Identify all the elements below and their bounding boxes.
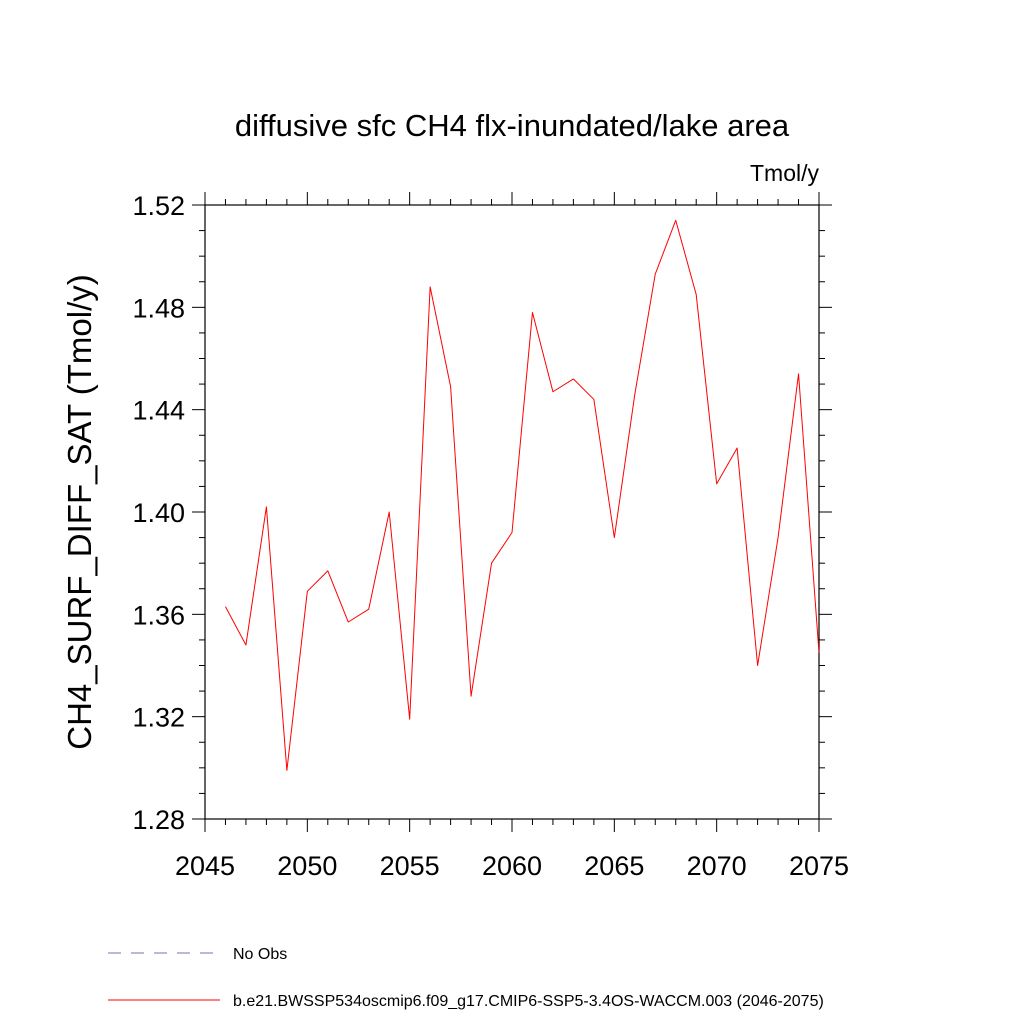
y-tick-label: 1.40	[132, 498, 185, 528]
axis-ticks	[192, 192, 832, 832]
y-tick-label: 1.36	[132, 600, 185, 630]
plot-frame	[204, 204, 820, 820]
y-axis-label: CH4_SURF_DIFF_SAT (Tmol/y)	[61, 274, 98, 750]
axis-tick-labels: 2045 2050 2055 2060 2065 2070 2075 1.28 1.32 1.36…	[132, 191, 849, 881]
x-tick-label: 2065	[584, 851, 644, 881]
y-tick-label: 1.32	[132, 703, 185, 733]
y-tick-label: 1.48	[132, 293, 185, 323]
y-tick-label: 1.44	[132, 396, 185, 426]
x-tick-label: 2070	[687, 851, 747, 881]
x-tick-label: 2055	[380, 851, 440, 881]
y-tick-label: 1.28	[132, 805, 185, 835]
x-tick-label: 2075	[789, 851, 849, 881]
legend-label-no-obs: No Obs	[233, 946, 287, 963]
y-tick-label: 1.52	[132, 191, 185, 221]
units-label: Tmol/y	[750, 160, 820, 186]
series-layer	[225, 219, 820, 771]
x-tick-label: 2060	[482, 851, 542, 881]
series-line	[225, 219, 820, 771]
chart-title: diffusive sfc CH4 flx-inundated/lake are…	[235, 108, 790, 143]
legend-label-model: b.e21.BWSSP534oscmip6.f09_g17.CMIP6-SSP5…	[233, 993, 824, 1010]
legend: No Obs b.e21.BWSSP534oscmip6.f09_g17.CMI…	[108, 946, 824, 1010]
x-tick-label: 2050	[277, 851, 337, 881]
x-tick-label: 2045	[175, 851, 235, 881]
